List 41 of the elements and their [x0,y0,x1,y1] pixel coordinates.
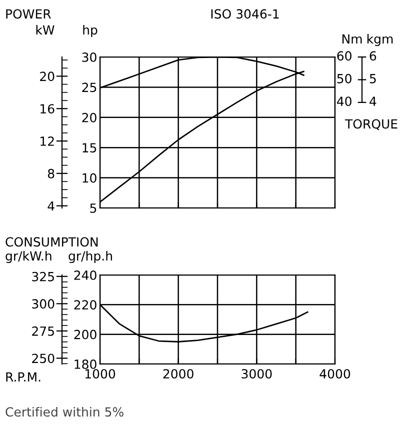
y-axis-title: hp [83,24,98,38]
text: 5 [370,74,376,84]
y-tick-label: 10 [82,173,96,183]
text: Certified within 5% [6,406,124,417]
text: 6 [370,51,376,61]
y-axis-title: gr/hp.h [68,250,112,264]
y-tick-label: 240 [74,270,96,280]
chart-title: ISO 3046-1 [211,9,279,19]
y2-axis-title: kW [36,24,54,34]
y2-tick-label: 4 [48,201,54,211]
y-tick-label: 220 [74,300,96,310]
y2-tick-label: 250 [32,354,54,364]
y3-axis-title: Nm [342,34,362,44]
text: 4 [370,96,376,106]
y2-axis-title: gr/kW.h [6,250,52,264]
y3-tick-label: 50 [337,74,352,84]
y-tick-label: 20 [82,112,96,122]
y2-tick-label: 325 [32,272,54,282]
text: TORQUE [344,119,398,130]
x-tick-label: 4000 [320,369,350,379]
y2-tick-label: 12 [40,136,54,146]
y2-tick-label: 275 [32,326,54,336]
y-tick-label: 200 [74,330,96,340]
y-tick-label: 15 [82,143,96,153]
y-tick-label: 180 [74,359,96,369]
y2-tick-label: 16 [40,104,54,114]
y2-tick-label: 8 [48,168,54,178]
y2-tick-label: 300 [32,299,54,309]
y3-tick-label: 60 [337,51,352,61]
chart-title: CONSUMPTION [6,237,98,247]
text: POWER [6,9,51,19]
y-tick-label: 5 [90,204,96,213]
x-tick-label: 1000 [85,369,116,379]
y-tick-label: 25 [82,82,96,92]
y3-tick-label: 40 [336,96,352,106]
y-tick-label: 30 [82,52,96,62]
x-tick-label: 3000 [242,369,272,379]
text: kgm [367,34,393,46]
x-axis-title: R.P.M. [6,372,40,382]
y2-tick-label: 20 [40,72,54,82]
x-tick-label: 2000 [163,369,194,379]
